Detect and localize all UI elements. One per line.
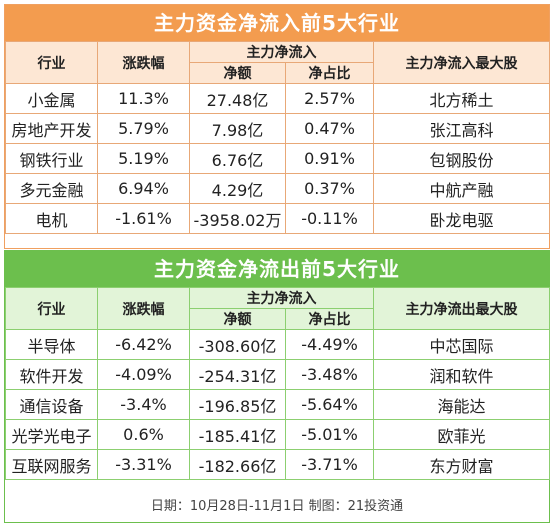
cell-industry: 小金属 [5, 83, 98, 114]
cell-ratio: -5.01% [285, 419, 374, 450]
cell-change: 0.6% [97, 419, 190, 450]
cell-change: -3.31% [97, 449, 190, 480]
cell-amount: -3958.02万 [189, 203, 286, 234]
cell-stock: 北方稀土 [373, 83, 550, 114]
header-group: 主力净流入 [189, 287, 374, 309]
table-row: 多元金融 6.94% 4.29亿 0.37% 中航产融 [5, 173, 550, 204]
table-row: 电机 -1.61% -3958.02万 -0.11% 卧龙电驱 [5, 203, 550, 234]
outflow-panel: 主力资金净流出前5大行业 行业 涨跌幅 主力净流入 主力净流出最大股 净额 净占… [5, 251, 550, 492]
cell-amount: 7.98亿 [189, 113, 286, 144]
header-top-stock: 主力净流出最大股 [373, 287, 550, 330]
cell-ratio: -0.11% [285, 203, 374, 234]
inflow-table: 行业 涨跌幅 主力净流入 主力净流入最大股 净额 净占比 小金属 11.3% 2… [5, 41, 550, 234]
cell-amount: 27.48亿 [189, 83, 286, 114]
cell-stock: 中航产融 [373, 173, 550, 204]
cell-ratio: 2.57% [285, 83, 374, 114]
inflow-panel: 主力资金净流入前5大行业 行业 涨跌幅 主力净流入 主力净流入最大股 净额 净占… [5, 5, 550, 247]
cell-industry: 半导体 [5, 329, 98, 360]
header-amount: 净额 [189, 308, 286, 330]
table-row: 光学光电子 0.6% -185.41亿 -5.01% 欧菲光 [5, 419, 550, 450]
cell-industry: 房地产开发 [5, 113, 98, 144]
header-amount: 净额 [189, 62, 286, 84]
header-ratio: 净占比 [285, 308, 374, 330]
cell-industry: 钢铁行业 [5, 143, 98, 174]
cell-change: 5.19% [97, 143, 190, 174]
inflow-title: 主力资金净流入前5大行业 [5, 5, 549, 41]
cell-amount: -185.41亿 [189, 419, 286, 450]
cell-change: -4.09% [97, 359, 190, 390]
cell-ratio: -3.71% [285, 449, 374, 480]
cell-industry: 光学光电子 [5, 419, 98, 450]
cell-amount: 6.76亿 [189, 143, 286, 174]
cell-industry: 多元金融 [5, 173, 98, 204]
outflow-table: 行业 涨跌幅 主力净流入 主力净流出最大股 净额 净占比 半导体 -6.42% … [5, 287, 550, 480]
table-row: 互联网服务 -3.31% -182.66亿 -3.71% 东方财富 [5, 449, 550, 480]
table-row: 钢铁行业 5.19% 6.76亿 0.91% 包钢股份 [5, 143, 550, 174]
cell-stock: 海能达 [373, 389, 550, 420]
cell-stock: 包钢股份 [373, 143, 550, 174]
header-top-stock: 主力净流入最大股 [373, 41, 550, 84]
cell-amount: -182.66亿 [189, 449, 286, 480]
table-row: 通信设备 -3.4% -196.85亿 -5.64% 海能达 [5, 389, 550, 420]
header-industry: 行业 [5, 287, 98, 330]
table-row: 小金属 11.3% 27.48亿 2.57% 北方稀土 [5, 83, 550, 114]
cell-change: -6.42% [97, 329, 190, 360]
cell-amount: -254.31亿 [189, 359, 286, 390]
cell-industry: 通信设备 [5, 389, 98, 420]
cell-ratio: -4.49% [285, 329, 374, 360]
table-row: 软件开发 -4.09% -254.31亿 -3.48% 润和软件 [5, 359, 550, 390]
cell-stock: 中芯国际 [373, 329, 550, 360]
cell-industry: 互联网服务 [5, 449, 98, 480]
cell-ratio: 0.37% [285, 173, 374, 204]
cell-change: 6.94% [97, 173, 190, 204]
cell-ratio: -5.64% [285, 389, 374, 420]
cell-change: 11.3% [97, 83, 190, 114]
cell-ratio: 0.91% [285, 143, 374, 174]
cell-amount: 4.29亿 [189, 173, 286, 204]
cell-stock: 东方财富 [373, 449, 550, 480]
table-row: 半导体 -6.42% -308.60亿 -4.49% 中芯国际 [5, 329, 550, 360]
cell-stock: 卧龙电驱 [373, 203, 550, 234]
cell-change: -1.61% [97, 203, 190, 234]
header-industry: 行业 [5, 41, 98, 84]
outflow-title: 主力资金净流出前5大行业 [5, 251, 549, 287]
header-change: 涨跌幅 [97, 287, 190, 330]
cell-change: 5.79% [97, 113, 190, 144]
cell-stock: 润和软件 [373, 359, 550, 390]
cell-ratio: -3.48% [285, 359, 374, 390]
header-group: 主力净流入 [189, 41, 374, 63]
cell-ratio: 0.47% [285, 113, 374, 144]
cell-change: -3.4% [97, 389, 190, 420]
cell-stock: 欧菲光 [373, 419, 550, 450]
cell-amount: -196.85亿 [189, 389, 286, 420]
cell-industry: 软件开发 [5, 359, 98, 390]
header-ratio: 净占比 [285, 62, 374, 84]
cell-amount: -308.60亿 [189, 329, 286, 360]
table-row: 房地产开发 5.79% 7.98亿 0.47% 张江高科 [5, 113, 550, 144]
cell-stock: 张江高科 [373, 113, 550, 144]
source-footer: 日期：10月28日-11月1日 制图：21投资通 [150, 499, 404, 514]
cell-industry: 电机 [5, 203, 98, 234]
header-change: 涨跌幅 [97, 41, 190, 84]
